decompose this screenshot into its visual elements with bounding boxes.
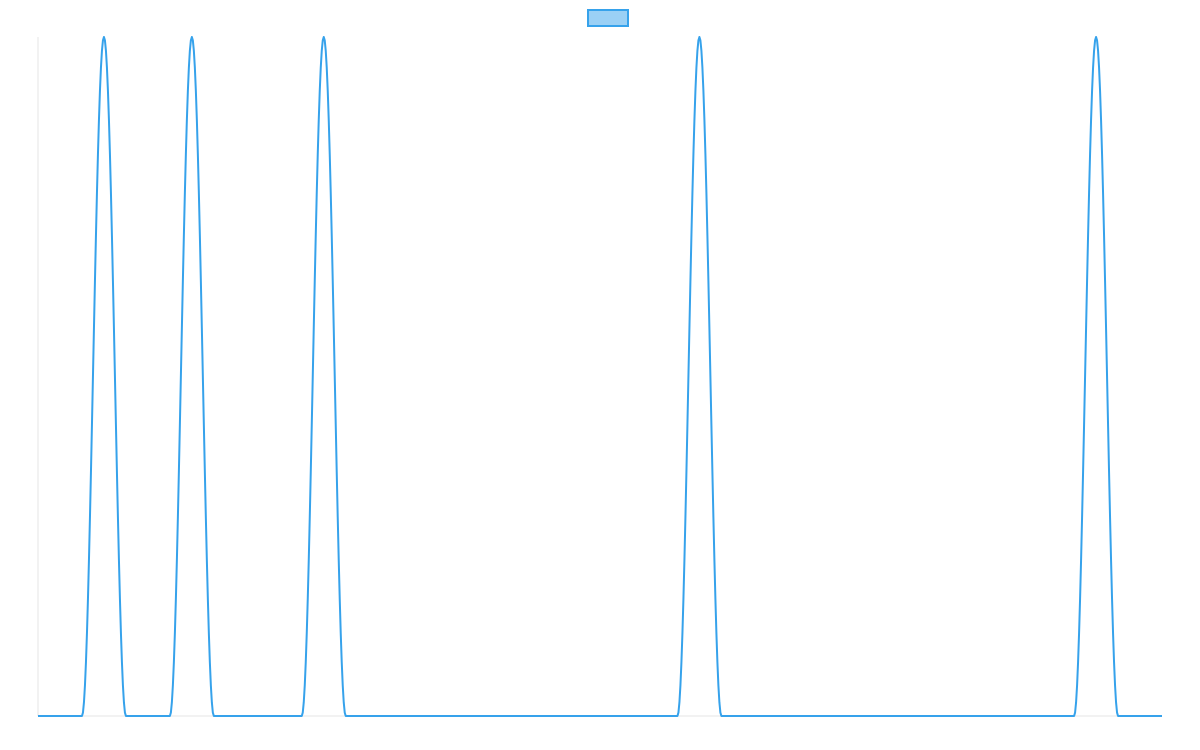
axes [37, 37, 1162, 717]
data-point-peak[interactable] [189, 34, 195, 40]
series-line [38, 36, 1162, 717]
legend[interactable] [587, 9, 629, 27]
data-point-peak[interactable] [1093, 34, 1099, 40]
series-layer [38, 34, 1162, 717]
data-point-peak[interactable] [696, 34, 702, 40]
legend-swatch[interactable] [587, 9, 629, 27]
data-point-peak[interactable] [101, 34, 107, 40]
data-point-peak[interactable] [321, 34, 327, 40]
